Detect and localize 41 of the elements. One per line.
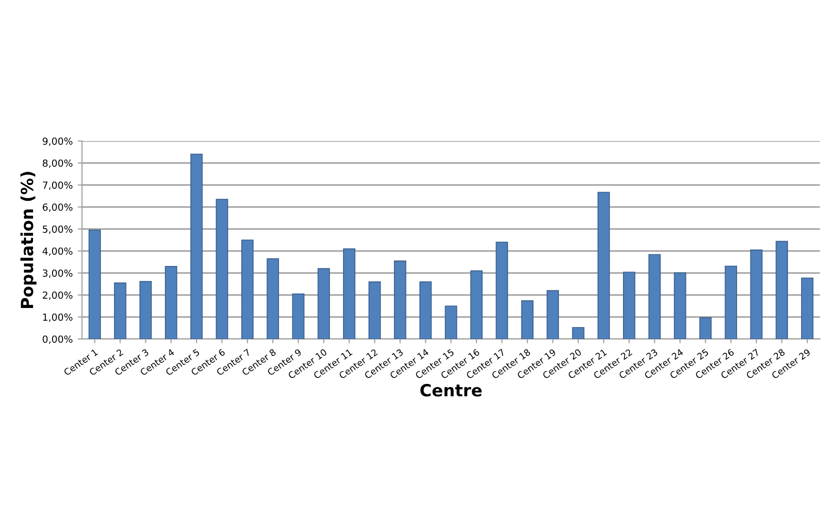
bar bbox=[241, 240, 254, 339]
bar bbox=[622, 272, 636, 339]
bar bbox=[598, 192, 610, 339]
y-tick-label: 0,00% bbox=[42, 335, 72, 344]
bar bbox=[648, 254, 661, 339]
bar bbox=[724, 266, 738, 339]
bar bbox=[546, 290, 559, 339]
bar bbox=[216, 198, 228, 339]
y-tick-label: 5,00% bbox=[42, 225, 72, 234]
y-tick-label: 8,00% bbox=[42, 159, 72, 168]
y-tick-label: 9,00% bbox=[42, 137, 72, 146]
bar bbox=[572, 327, 584, 339]
bar bbox=[164, 266, 178, 339]
y-tick-label: 1,00% bbox=[43, 313, 72, 322]
bar bbox=[88, 230, 101, 339]
y-tick-label: 2,00% bbox=[42, 291, 72, 300]
bar bbox=[114, 282, 126, 339]
bar bbox=[750, 249, 763, 339]
bar bbox=[419, 281, 432, 339]
bar bbox=[190, 154, 203, 339]
bar bbox=[496, 242, 508, 339]
bar bbox=[292, 293, 304, 339]
bar bbox=[266, 258, 280, 339]
bar bbox=[444, 306, 458, 339]
bar bbox=[521, 300, 534, 339]
bar bbox=[674, 272, 686, 339]
bar bbox=[470, 270, 483, 339]
bar bbox=[343, 248, 356, 339]
y-tick-label: 4,00% bbox=[42, 247, 72, 256]
y-tick-label: 3,00% bbox=[42, 269, 72, 278]
y-tick-label: 6,00% bbox=[42, 203, 72, 212]
bar bbox=[801, 278, 814, 339]
bar bbox=[776, 240, 788, 339]
bar bbox=[368, 281, 381, 339]
y-axis-title: Population (%) bbox=[20, 172, 37, 308]
y-tick-label: 7,00% bbox=[42, 181, 72, 190]
bar bbox=[318, 268, 330, 339]
x-axis-title: Centre bbox=[420, 384, 482, 397]
bar bbox=[699, 317, 712, 339]
bar bbox=[139, 280, 152, 339]
bar bbox=[394, 260, 406, 339]
